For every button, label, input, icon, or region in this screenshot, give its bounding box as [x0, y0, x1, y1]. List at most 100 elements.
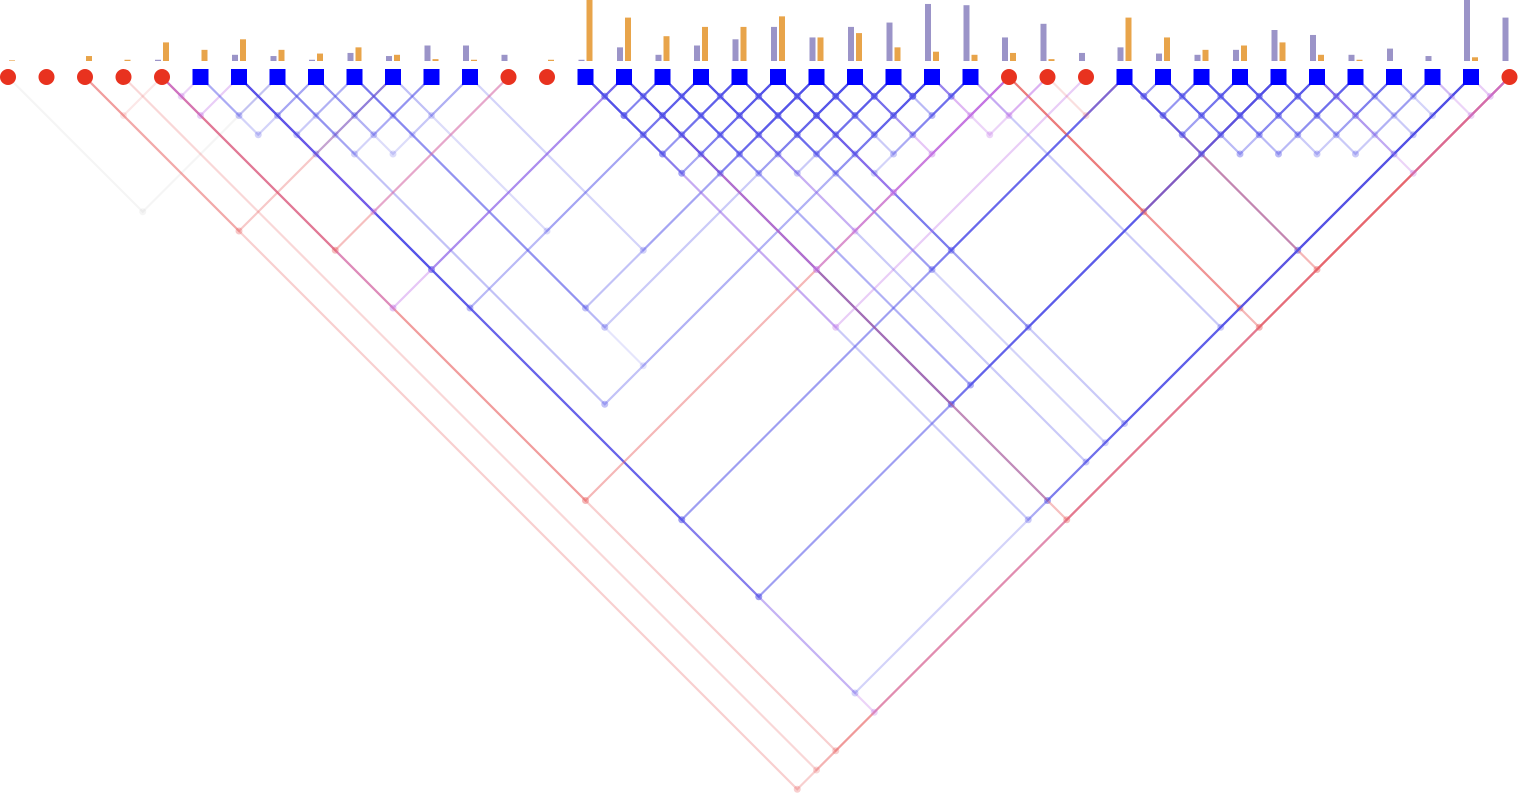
- token-circle: [115, 69, 132, 85]
- link-apex: [813, 112, 820, 119]
- link: [1162, 76, 1280, 137]
- bar-a: [963, 5, 970, 61]
- bar-b: [1125, 17, 1132, 62]
- link-apex: [890, 189, 897, 196]
- link-apex: [793, 92, 801, 100]
- token-square: [654, 69, 671, 85]
- link-apex: [1313, 266, 1321, 273]
- link-apex: [1140, 92, 1148, 100]
- link: [1123, 76, 1241, 137]
- token-circle: [38, 69, 55, 85]
- link: [1008, 76, 1511, 329]
- bar-a: [655, 54, 662, 61]
- link: [584, 76, 702, 137]
- link-apex: [793, 131, 801, 139]
- link-apex: [639, 362, 647, 370]
- link-apex: [774, 112, 782, 119]
- link: [1316, 76, 1434, 137]
- link-apex: [870, 92, 878, 100]
- link-apex: [1140, 208, 1148, 216]
- bar-a: [1194, 54, 1201, 61]
- bar-b: [663, 36, 670, 61]
- bar-b: [1010, 52, 1016, 61]
- token-circle: [1078, 69, 1094, 85]
- link-apex: [601, 400, 609, 408]
- link-apex: [1121, 420, 1128, 427]
- link: [1239, 76, 1357, 137]
- link-apex: [755, 131, 763, 139]
- link: [623, 76, 1511, 522]
- link-apex: [755, 169, 763, 177]
- link: [815, 76, 933, 137]
- bar-a: [347, 52, 354, 61]
- link: [700, 76, 818, 137]
- link: [353, 76, 933, 368]
- token-square: [1386, 69, 1402, 85]
- link-apex: [1429, 112, 1436, 119]
- token-square: [192, 69, 209, 85]
- bar-b: [548, 59, 554, 61]
- link-apex: [1063, 516, 1071, 524]
- link-apex: [832, 323, 840, 331]
- token-square: [924, 69, 940, 85]
- token-square: [423, 69, 440, 85]
- token-square: [1116, 69, 1133, 85]
- link: [738, 76, 1126, 272]
- link-apex: [1313, 150, 1321, 158]
- link-apex: [1448, 92, 1456, 100]
- link: [238, 76, 1472, 695]
- link-apex: [1217, 131, 1225, 139]
- link: [738, 76, 856, 137]
- bar-b: [1164, 37, 1170, 61]
- link-apex: [1390, 150, 1398, 158]
- link-apex: [1294, 131, 1302, 139]
- link: [84, 76, 1511, 791]
- link: [161, 76, 1511, 753]
- link: [1316, 76, 1472, 156]
- token-square: [731, 69, 748, 85]
- link-apex: [1371, 131, 1379, 139]
- bar-b: [971, 54, 978, 61]
- link-apex: [120, 112, 127, 119]
- token-circle: [1501, 69, 1518, 85]
- link-apex: [947, 92, 955, 100]
- link-apex: [832, 131, 840, 139]
- link: [238, 76, 1126, 522]
- link-apex: [716, 169, 724, 177]
- link-apex: [1198, 150, 1205, 158]
- link-apex: [1255, 131, 1263, 139]
- link-apex: [1467, 112, 1475, 119]
- link-apex: [1217, 92, 1225, 100]
- link: [161, 76, 625, 310]
- link-apex: [678, 516, 686, 524]
- link-apex: [620, 112, 628, 119]
- link-apex: [331, 246, 339, 254]
- link: [7, 76, 279, 214]
- link: [777, 76, 1280, 329]
- link: [854, 76, 972, 137]
- link-apex: [1005, 112, 1013, 119]
- bar-b: [1318, 54, 1324, 61]
- link-apex: [678, 92, 686, 100]
- link-apex: [1294, 92, 1302, 100]
- link-apex: [293, 131, 301, 139]
- link: [199, 76, 279, 118]
- link-apex: [428, 112, 435, 119]
- bar-a: [578, 59, 585, 61]
- link-apex: [774, 150, 782, 158]
- link-apex: [755, 593, 763, 601]
- link: [276, 76, 933, 406]
- bar-b: [933, 51, 939, 61]
- token-square: [1232, 69, 1248, 85]
- bar-b: [1472, 57, 1478, 61]
- link-apex: [755, 92, 763, 100]
- link-apex: [1352, 112, 1359, 119]
- bar-a: [925, 3, 931, 62]
- bar-b: [856, 33, 862, 61]
- link: [122, 76, 1511, 772]
- bar-a: [771, 26, 777, 61]
- bar-b: [86, 56, 92, 61]
- link-apex: [274, 112, 281, 119]
- link-apex: [312, 150, 320, 158]
- token-square: [577, 69, 594, 85]
